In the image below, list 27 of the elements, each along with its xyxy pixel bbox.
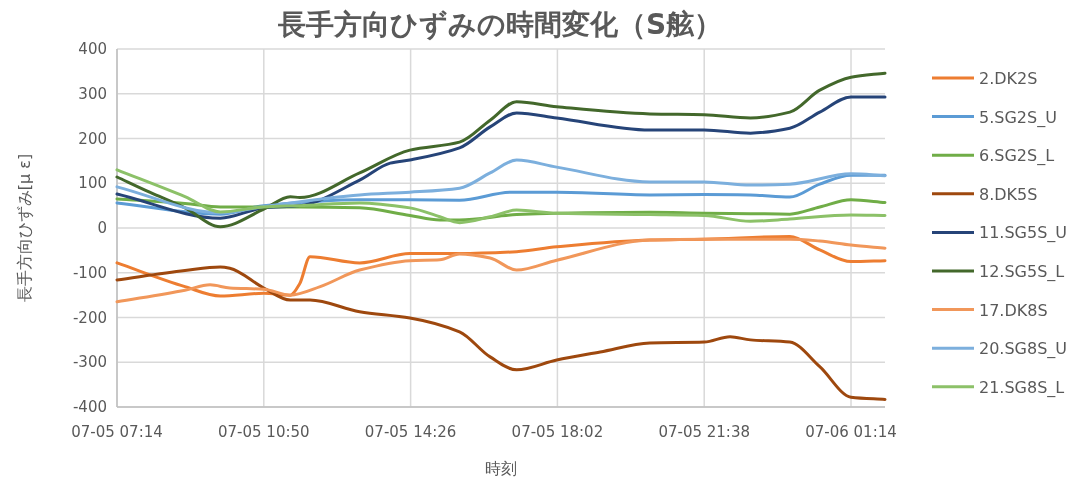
x-tick-label: 07-05 18:02 (511, 423, 604, 441)
y-tick-label: -200 (72, 308, 107, 327)
y-tick-label: 200 (78, 129, 107, 148)
y-tick-label: 400 (78, 40, 107, 58)
x-axis-title: 時刻 (485, 459, 517, 478)
x-tick-label: 07-06 01:14 (805, 423, 897, 441)
chart-title: 長手方向ひずみの時間変化（S舷） (276, 8, 723, 41)
y-axis-title: 長手方向ひずみ[μ ε] (15, 153, 34, 303)
legend-label: 21.SG8S_L (979, 377, 1065, 398)
legend-label: 5.SG2S_U (979, 107, 1057, 128)
x-tick-label: 07-05 10:50 (218, 423, 310, 441)
legend-label: 2.DK2S (979, 69, 1038, 88)
legend-label: 12.SG5S_L (979, 262, 1065, 282)
legend-label: 8.DK5S (979, 184, 1038, 204)
y-tick-label: -400 (72, 398, 107, 416)
legend-label: 6.SG2S_L (979, 146, 1055, 167)
legend-label: 17.DK8S (979, 300, 1048, 320)
x-tick-label: 07-05 21:38 (658, 423, 751, 441)
y-tick-label: 100 (78, 174, 107, 193)
legend-label: 20.SG8S_U (979, 339, 1068, 360)
legend-label: 11.SG5S_U (979, 223, 1068, 244)
y-tick-label: -100 (72, 263, 107, 282)
x-tick-label: 07-05 14:26 (364, 423, 457, 441)
y-tick-label: 300 (78, 84, 107, 103)
y-tick-label: 0 (97, 219, 107, 237)
x-tick-label: 07-05 07:14 (71, 423, 163, 441)
y-tick-label: -300 (72, 353, 107, 372)
